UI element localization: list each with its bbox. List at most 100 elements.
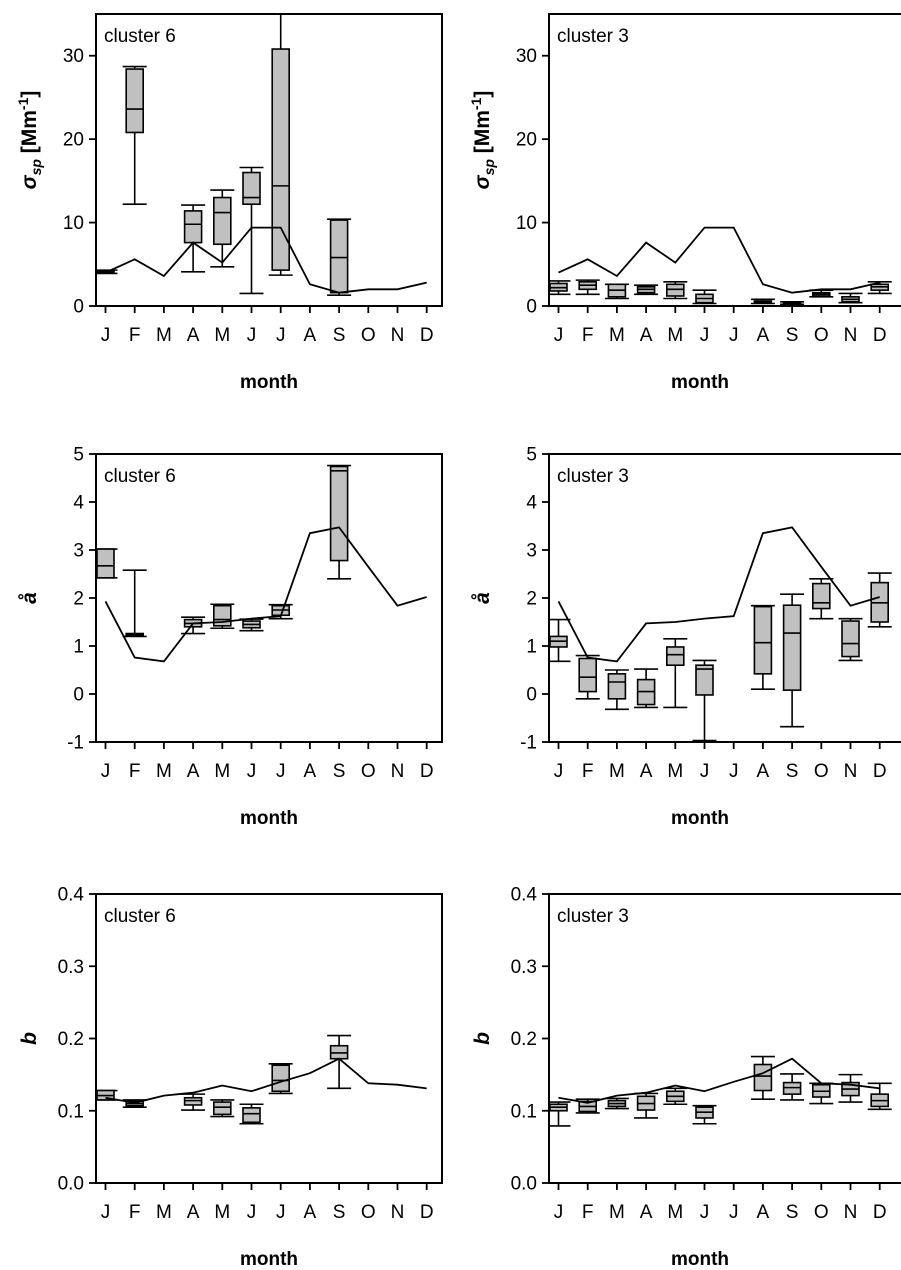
x-tick-label: J <box>101 325 111 346</box>
box-j-6 <box>268 14 293 276</box>
y-axis-title-symbol: b <box>18 1032 41 1045</box>
box-m-4 <box>210 603 235 630</box>
y-tick-label: 0.2 <box>511 1029 537 1050</box>
x-tick-label: J <box>700 761 710 782</box>
x-tick-label: A <box>757 1202 770 1223</box>
box-a-7 <box>750 604 775 691</box>
box-iqr <box>183 210 203 244</box>
box-a-7 <box>750 298 775 305</box>
box-iqr <box>665 646 685 667</box>
x-tick-label: S <box>333 1202 346 1223</box>
x-tick-label: D <box>420 325 434 346</box>
box-d-11 <box>867 572 892 628</box>
box-j-5 <box>239 618 264 632</box>
x-tick-label: S <box>786 1202 799 1223</box>
x-tick-label: N <box>844 325 858 346</box>
y-axis-title-subscript: sp <box>28 159 44 176</box>
x-tick-label: A <box>640 325 653 346</box>
y-axis-title-symbol: σ <box>471 174 494 189</box>
x-tick-label: M <box>156 1202 172 1223</box>
box-iqr <box>96 548 115 579</box>
box-f-1 <box>122 569 147 638</box>
x-tick-label: A <box>304 325 317 346</box>
x-axis-title: month <box>240 1249 298 1270</box>
mean-line <box>105 226 427 294</box>
box-j-5 <box>239 166 264 295</box>
x-tick-label: J <box>276 325 286 346</box>
box-j-0 <box>549 1101 571 1127</box>
y-tick-label: 4 <box>73 493 84 514</box>
box-iqr <box>271 48 291 271</box>
x-tick-label: D <box>420 761 434 782</box>
plot-frame <box>95 893 443 1184</box>
box-iqr <box>213 196 232 246</box>
x-tick-label: A <box>187 761 200 782</box>
mean-line <box>105 1057 427 1104</box>
panel-label: cluster 3 <box>557 906 629 927</box>
box-iqr <box>782 604 802 691</box>
box-s-8 <box>327 218 352 296</box>
x-tick-label: A <box>640 1202 653 1223</box>
y-tick-label: 0.0 <box>58 1174 84 1195</box>
y-tick-label: 5 <box>73 445 84 466</box>
x-tick-label: J <box>729 325 739 346</box>
x-tick-label: M <box>214 1202 230 1223</box>
box-s-8 <box>327 464 352 580</box>
x-tick-label: O <box>361 761 376 782</box>
box-f-1 <box>122 65 147 206</box>
y-axis-title-unit: [Mm <box>471 110 494 159</box>
x-tick-label: D <box>420 1202 434 1223</box>
box-d-11 <box>867 1082 892 1111</box>
y-tick-label: 0.3 <box>58 957 84 978</box>
box-m-4 <box>663 637 688 709</box>
box-iqr <box>329 219 349 294</box>
y-tick-label: 2 <box>526 589 537 610</box>
box-s-8 <box>780 593 805 728</box>
x-tick-label: O <box>814 325 829 346</box>
x-tick-label: A <box>187 325 200 346</box>
x-tick-label: S <box>786 761 799 782</box>
box-iqr <box>271 1064 291 1093</box>
panel-label: cluster 6 <box>104 466 176 487</box>
box-iqr <box>607 673 627 700</box>
x-tick-label: A <box>757 325 770 346</box>
plot-area <box>549 526 892 742</box>
box-a-3 <box>181 204 206 273</box>
box-j-0 <box>96 548 118 579</box>
box-iqr <box>695 664 714 696</box>
x-tick-label: A <box>304 761 317 782</box>
x-tick-label: J <box>729 1202 739 1223</box>
plot-area <box>96 1034 427 1125</box>
x-tick-label: F <box>582 1202 594 1223</box>
mean-line <box>557 526 880 663</box>
x-tick-label: J <box>700 325 710 346</box>
x-tick-label: F <box>129 761 141 782</box>
box-a-3 <box>634 284 659 296</box>
x-tick-label: F <box>129 325 141 346</box>
x-tick-label: M <box>609 325 625 346</box>
x-tick-label: D <box>873 325 887 346</box>
box-f-1 <box>575 279 600 296</box>
plot-area <box>549 226 892 306</box>
box-n-10 <box>838 1073 863 1103</box>
y-tick-label: 2 <box>73 589 84 610</box>
y-tick-label: 0.1 <box>58 1101 84 1122</box>
y-tick-label: 1 <box>526 637 537 658</box>
y-tick-label: 20 <box>63 130 84 151</box>
x-tick-label: A <box>304 1202 317 1223</box>
x-tick-label: D <box>873 1202 887 1223</box>
x-tick-label: J <box>554 761 564 782</box>
x-tick-label: M <box>156 325 172 346</box>
box-m-4 <box>663 281 688 300</box>
box-j-5 <box>239 1103 264 1125</box>
x-tick-label: N <box>391 761 405 782</box>
box-iqr <box>578 657 598 693</box>
x-tick-label: J <box>554 325 564 346</box>
box-iqr <box>242 171 261 206</box>
y-tick-label: 3 <box>73 541 84 562</box>
x-tick-label: J <box>700 1202 710 1223</box>
box-n-10 <box>838 617 863 662</box>
x-tick-label: S <box>333 325 346 346</box>
